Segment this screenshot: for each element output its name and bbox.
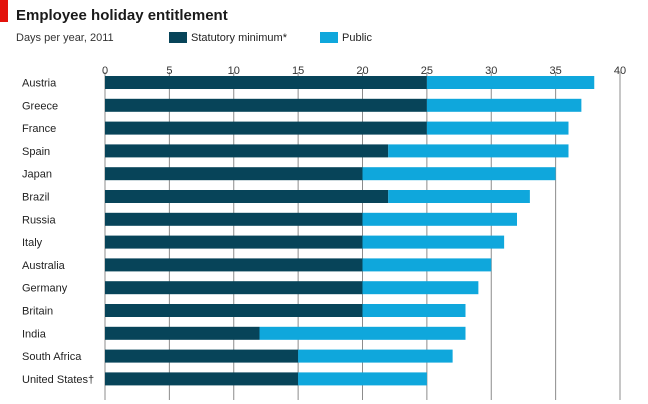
category-label: Austria (22, 78, 57, 90)
bar-public (362, 235, 505, 249)
category-label: Brazil (22, 192, 50, 204)
category-label: Australia (22, 260, 66, 272)
x-tick-label: 0 (102, 65, 108, 77)
x-tick-label: 5 (166, 65, 172, 77)
bar-public (298, 349, 453, 363)
bar-public (388, 190, 530, 203)
x-tick-label: 10 (228, 65, 240, 77)
category-labels: Austria Greece France Spain Japan Brazil Russi… (22, 78, 94, 386)
legend-label-public: Public (342, 32, 372, 44)
chart-title: Employee holiday entitlement (16, 7, 228, 24)
bar-public (259, 326, 466, 340)
x-tick-label: 30 (485, 65, 497, 77)
bar-statutory (105, 372, 299, 386)
x-tick-label: 35 (550, 65, 562, 77)
bar-public (362, 167, 556, 181)
category-label: Russia (22, 214, 57, 226)
bar-statutory (105, 281, 363, 295)
bar-public (298, 372, 427, 386)
bar-statutory (105, 349, 299, 363)
category-label: France (22, 123, 56, 135)
chart-subtitle: Days per year, 2011 (16, 32, 114, 44)
x-axis-ticks: 0 5 10 15 20 25 30 35 40 (102, 65, 626, 77)
bar-statutory (105, 121, 427, 135)
category-label: South Africa (22, 351, 82, 363)
bar-statutory (105, 304, 363, 317)
bar-public (362, 304, 466, 317)
category-label: Britain (22, 306, 53, 318)
bar-statutory (105, 167, 363, 181)
bar-public (426, 121, 569, 135)
x-tick-label: 15 (292, 65, 304, 77)
bar-public (426, 98, 582, 112)
legend-swatch-public (320, 32, 338, 43)
bar-statutory (105, 98, 427, 112)
bar-public (362, 281, 479, 295)
bar-statutory (105, 144, 389, 158)
legend-swatch-statutory (169, 32, 187, 43)
x-tick-label: 40 (614, 65, 626, 77)
category-label: Japan (22, 169, 52, 181)
red-accent-bar (0, 0, 8, 22)
bar-statutory (105, 258, 363, 272)
bar-public (362, 212, 517, 226)
category-label: Spain (22, 146, 50, 158)
bar-statutory (105, 190, 389, 203)
bar-public (388, 144, 569, 158)
category-label: United States† (22, 374, 94, 386)
category-label: India (22, 328, 47, 340)
bar-statutory (105, 326, 260, 340)
legend-label-statutory: Statutory minimum* (191, 32, 288, 44)
legend: Statutory minimum* Public (169, 32, 372, 44)
x-tick-label: 20 (356, 65, 368, 77)
bar-statutory (105, 235, 363, 249)
x-tick-label: 25 (421, 65, 433, 77)
bar-public (362, 258, 492, 272)
bar-statutory (105, 76, 427, 89)
bar-statutory (105, 212, 363, 226)
category-label: Germany (22, 283, 68, 295)
category-label: Greece (22, 100, 58, 112)
bar-public (426, 76, 595, 89)
category-label: Italy (22, 237, 43, 249)
bars (105, 76, 595, 386)
